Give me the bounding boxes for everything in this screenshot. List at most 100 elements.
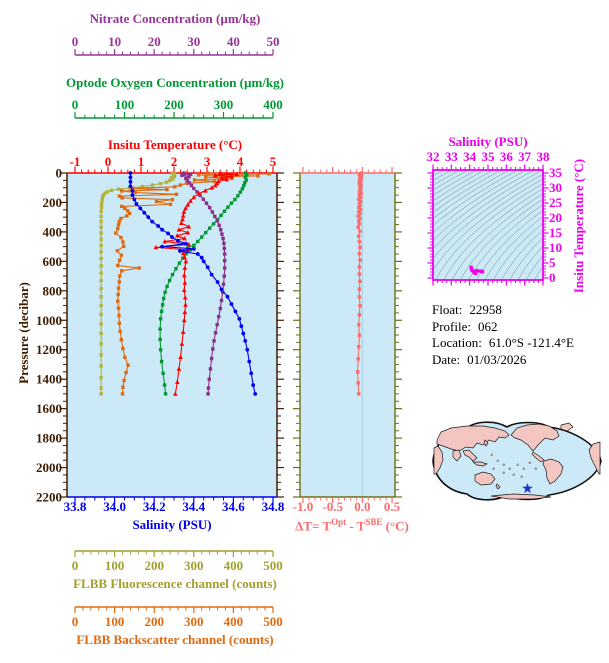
map-landmass	[433, 445, 444, 475]
map-landmass	[483, 439, 489, 447]
map-landmass	[490, 493, 552, 500]
svg-text:34.6: 34.6	[222, 499, 245, 514]
svg-text:1: 1	[138, 154, 145, 169]
oxygen-axis-title: Optode Oxygen Concentration (µm/kg)	[65, 75, 284, 90]
temperature-axis-title: Insitu Temperature (°C)	[107, 137, 243, 152]
map-landmass	[588, 441, 601, 475]
profile-value: 062	[478, 318, 498, 334]
series-fluorescence	[99, 171, 177, 396]
svg-text:25: 25	[549, 195, 563, 210]
svg-text:300: 300	[184, 558, 204, 573]
nitrate-scale-axis: 0 10 20 30 40 50	[72, 34, 280, 56]
map-island	[534, 467, 537, 470]
svg-text:0.5: 0.5	[384, 499, 401, 514]
nitrate-axis-title: Nitrate Concentration (µm/kg)	[89, 11, 261, 26]
series-ts-points	[469, 265, 485, 276]
svg-text:0: 0	[72, 97, 79, 112]
map-landmass	[452, 449, 462, 462]
svg-text:800: 800	[43, 283, 63, 298]
svg-text:37: 37	[518, 149, 532, 164]
date-value: 01/03/2026	[467, 351, 527, 367]
svg-text:-1.0: -1.0	[293, 499, 314, 514]
series-backscatter	[114, 171, 271, 396]
svg-text:36: 36	[500, 149, 514, 164]
float-location-star	[521, 482, 534, 494]
svg-text:1800: 1800	[36, 431, 62, 446]
svg-text:34.2: 34.2	[143, 499, 166, 514]
map-landmass	[531, 451, 545, 463]
map-landmass	[542, 458, 564, 485]
svg-text:34.0: 34.0	[103, 499, 126, 514]
series-nitrate	[180, 171, 227, 396]
svg-text:500: 500	[263, 558, 283, 573]
isopycnal-contours	[433, 170, 543, 280]
svg-text:2000: 2000	[36, 460, 62, 475]
delta-t-axis-title: ΔT= TOpt - TSBE (°C)	[272, 517, 432, 534]
series-salinity	[128, 171, 258, 396]
svg-text:15: 15	[549, 225, 563, 240]
svg-text:40: 40	[227, 34, 240, 49]
svg-text:400: 400	[263, 97, 283, 112]
delta-label-prefix: ΔT= T	[295, 518, 332, 534]
map-island	[508, 467, 511, 470]
svg-text:3: 3	[204, 154, 211, 169]
svg-text:10: 10	[108, 34, 121, 49]
map-island	[522, 467, 525, 470]
map-landmass	[474, 471, 496, 486]
svg-text:400: 400	[224, 558, 244, 573]
float-info-line: Location: 61.0°S -121.4°E	[432, 335, 574, 352]
delta-label-sup2: SBE	[365, 517, 383, 527]
svg-text:34.4: 34.4	[182, 499, 205, 514]
svg-text:0: 0	[549, 270, 556, 285]
svg-text:500: 500	[263, 614, 283, 629]
svg-text:0: 0	[72, 614, 79, 629]
svg-text:300: 300	[214, 97, 234, 112]
svg-text:200: 200	[144, 614, 164, 629]
salinity-axis-title: Salinity (PSU)	[132, 517, 212, 532]
map-island	[490, 453, 493, 456]
svg-text:200: 200	[144, 558, 164, 573]
fluorescence-axis-title: FLBB Fluorescence channel (counts)	[73, 576, 277, 591]
map-landmass	[495, 483, 501, 490]
svg-text:30: 30	[549, 180, 562, 195]
svg-text:2: 2	[171, 154, 178, 169]
map-island	[528, 461, 531, 464]
svg-text:100: 100	[115, 97, 135, 112]
svg-text:34: 34	[463, 149, 477, 164]
series-delta-t	[355, 171, 364, 396]
svg-text:0: 0	[56, 166, 63, 181]
backscatter-axis-title: FLBB Backscatter channel (counts)	[76, 632, 274, 647]
map-landmass	[560, 422, 574, 432]
svg-text:35: 35	[482, 149, 496, 164]
svg-text:10: 10	[549, 240, 562, 255]
svg-text:33: 33	[445, 149, 459, 164]
backscatter-scale-axis: 0 100 200 300 400 500	[72, 606, 283, 629]
svg-text:34.8: 34.8	[262, 499, 285, 514]
date-label: Date:	[432, 351, 461, 367]
svg-text:0: 0	[72, 34, 79, 49]
svg-text:-0.5: -0.5	[322, 499, 343, 514]
oxygen-scale-axis: 0 100 200 300 400	[72, 97, 283, 119]
svg-text:1000: 1000	[36, 313, 62, 328]
delta-label-mid: - T	[346, 518, 366, 534]
svg-text:1200: 1200	[36, 342, 62, 357]
svg-text:50: 50	[267, 34, 280, 49]
float-info-line: Date: 01/03/2026	[432, 352, 574, 369]
svg-text:200: 200	[43, 195, 63, 210]
series-oxygen	[158, 171, 249, 396]
float-info: Float: 22958 Profile: 062 Location: 61.0°S …	[432, 302, 574, 368]
delta-label-suffix: (°C)	[382, 518, 409, 534]
svg-text:38: 38	[537, 149, 551, 164]
world-map	[432, 421, 602, 501]
ts-temperature-title: Insitu Temperature (°C)	[571, 158, 586, 294]
svg-text:1400: 1400	[36, 372, 62, 387]
map-island	[502, 463, 505, 466]
svg-text:200: 200	[164, 97, 184, 112]
svg-text:4: 4	[237, 154, 244, 169]
location-value: 61.0°S -121.4°E	[488, 335, 574, 350]
fluorescence-scale-axis: 0 100 200 300 400 500	[72, 550, 283, 573]
svg-text:30: 30	[187, 34, 200, 49]
